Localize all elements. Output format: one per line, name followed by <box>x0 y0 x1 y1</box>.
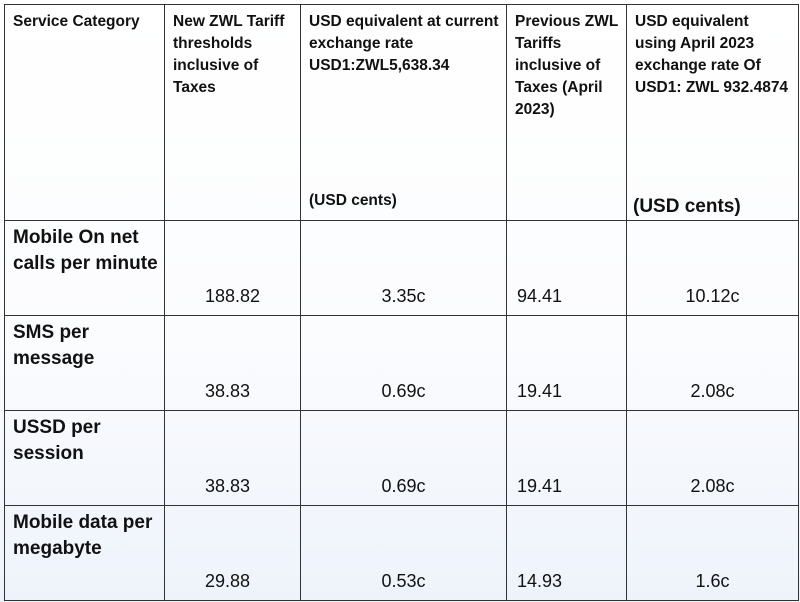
header-usd-current-unit: (USD cents) <box>309 192 397 209</box>
new-zwl-value: 188.82 <box>205 286 261 306</box>
category-cell: Mobile On net calls per minute <box>4 220 165 316</box>
category-cell: SMS per message <box>4 315 165 411</box>
header-cell-previous-zwl-tariff: Previous ZWL Tariffs inclusive of Taxes … <box>506 4 627 221</box>
usd-april-cell: 2.08c <box>626 315 799 411</box>
header-previous-zwl-tariff: Previous ZWL Tariffs inclusive of Taxes … <box>515 13 619 118</box>
category-cell: Mobile data per megabyte <box>4 505 165 601</box>
tariff-table: Service Category New ZWL Tariff threshol… <box>4 4 799 601</box>
usd-current-cell: 0.53c <box>300 505 507 601</box>
new-zwl-value: 29.88 <box>205 571 251 591</box>
new-zwl-cell: 38.83 <box>164 315 301 411</box>
category-cell: USSD per session <box>4 410 165 506</box>
usd-april-cell: 1.6c <box>626 505 799 601</box>
prev-zwl-value: 14.93 <box>517 571 563 591</box>
new-zwl-value: 38.83 <box>205 476 251 496</box>
usd-current-value: 3.35c <box>381 286 426 306</box>
table-row: SMS per message 38.83 0.69c 19.41 2.08c <box>4 315 799 411</box>
usd-april-value: 2.08c <box>690 476 735 496</box>
prev-zwl-value: 19.41 <box>517 476 563 496</box>
header-cell-service-category: Service Category <box>4 4 165 221</box>
table-row: Mobile On net calls per minute 188.82 3.… <box>4 220 799 316</box>
new-zwl-cell: 188.82 <box>164 220 301 316</box>
header-cell-usd-current: USD equivalent at current exchange rate … <box>300 4 507 221</box>
usd-current-cell: 0.69c <box>300 315 507 411</box>
header-usd-april: USD equivalent using April 2023 exchange… <box>635 13 789 96</box>
tariff-table-container: Service Category New ZWL Tariff threshol… <box>4 4 799 601</box>
prev-zwl-cell: 94.41 <box>506 220 627 316</box>
new-zwl-cell: 38.83 <box>164 410 301 506</box>
category-label: USSD per session <box>13 417 101 464</box>
category-label: Mobile data per megabyte <box>13 512 153 559</box>
usd-april-value: 10.12c <box>685 286 740 306</box>
category-label: Mobile On net calls per minute <box>13 227 158 274</box>
usd-april-value: 1.6c <box>695 571 730 591</box>
header-new-zwl-tariff: New ZWL Tariff thresholds inclusive of T… <box>173 13 285 96</box>
table-row: Mobile data per megabyte 29.88 0.53c 14.… <box>4 505 799 601</box>
usd-current-value: 0.69c <box>381 381 426 401</box>
prev-zwl-value: 94.41 <box>517 286 563 306</box>
usd-april-cell: 2.08c <box>626 410 799 506</box>
header-cell-new-zwl-tariff: New ZWL Tariff thresholds inclusive of T… <box>164 4 301 221</box>
header-service-category: Service Category <box>13 13 140 30</box>
usd-april-cell: 10.12c <box>626 220 799 316</box>
new-zwl-cell: 29.88 <box>164 505 301 601</box>
usd-current-cell: 0.69c <box>300 410 507 506</box>
category-label: SMS per message <box>13 322 95 369</box>
usd-current-cell: 3.35c <box>300 220 507 316</box>
prev-zwl-value: 19.41 <box>517 381 563 401</box>
header-usd-current: USD equivalent at current exchange rate … <box>309 13 499 74</box>
new-zwl-value: 38.83 <box>205 381 251 401</box>
usd-current-value: 0.53c <box>381 571 426 591</box>
header-row: Service Category New ZWL Tariff threshol… <box>4 4 799 221</box>
prev-zwl-cell: 14.93 <box>506 505 627 601</box>
usd-april-value: 2.08c <box>690 381 735 401</box>
header-cell-usd-april: USD equivalent using April 2023 exchange… <box>626 4 799 221</box>
prev-zwl-cell: 19.41 <box>506 410 627 506</box>
table-row: USSD per session 38.83 0.69c 19.41 2.08c <box>4 410 799 506</box>
usd-current-value: 0.69c <box>381 476 426 496</box>
header-usd-april-unit: (USD cents) <box>633 196 741 217</box>
prev-zwl-cell: 19.41 <box>506 315 627 411</box>
